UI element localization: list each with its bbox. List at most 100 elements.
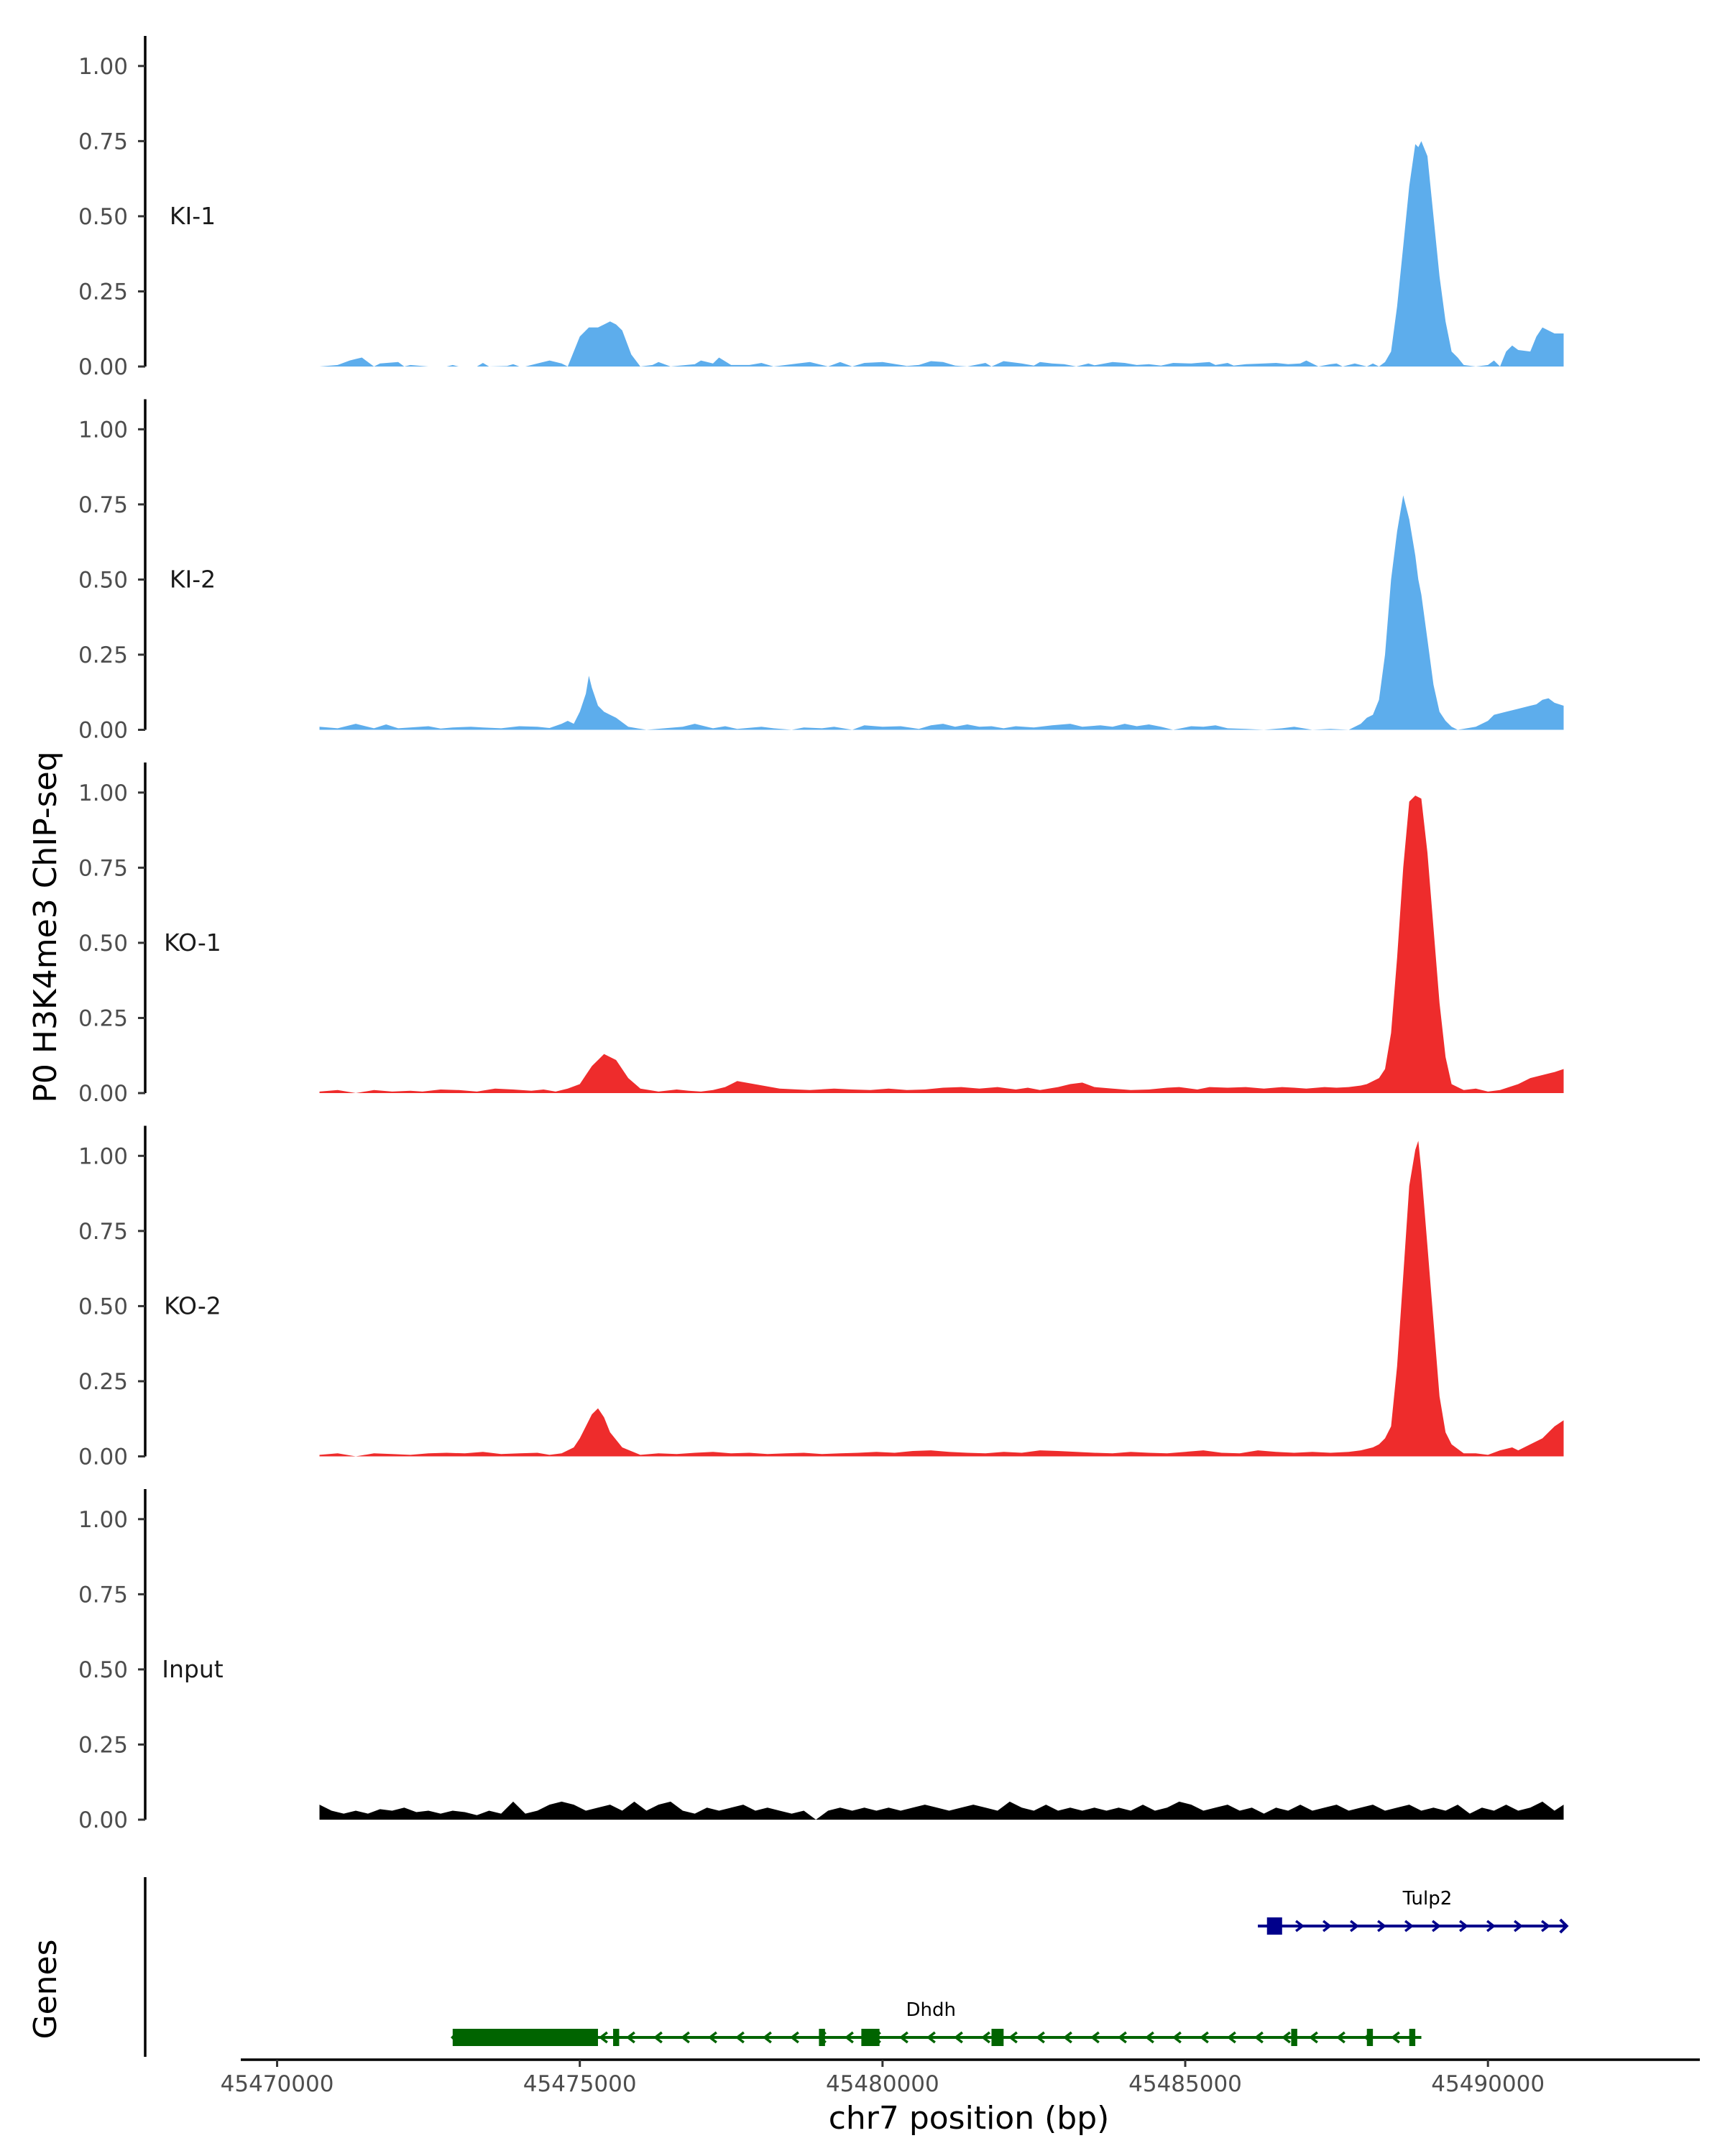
y-tick-label: 0.25 (78, 1005, 128, 1031)
strand-chevron (1172, 2031, 1182, 2044)
exon-block (1266, 1917, 1282, 1935)
y-tick-label: 1.00 (78, 1507, 128, 1533)
x-tick-label: 45485000 (1128, 2071, 1242, 2097)
y-tick-label: 0.75 (78, 855, 128, 881)
x-tick-label: 45490000 (1431, 2071, 1545, 2097)
track-ki-2: 1.00 0.75 0.50 0.25 0.00 KI-2 (78, 399, 1564, 744)
track-label: KI-2 (170, 565, 216, 593)
strand-chevron (1514, 1920, 1523, 1932)
coverage-tracks: 1.00 0.75 0.50 0.25 0.00 KI-1 1.00 0.75 0.50 0.25… (78, 36, 1564, 1833)
y-tick-label: 0.50 (78, 204, 128, 230)
gene-dhdh: Dhdh (450, 1999, 1422, 2046)
y-tick-label: 1.00 (78, 780, 128, 806)
strand-chevron (1090, 2031, 1100, 2044)
exon-block (861, 2029, 880, 2046)
strand-chevron (1335, 2031, 1346, 2044)
strand-chevron (680, 2031, 690, 2044)
y-tick-label: 0.75 (78, 129, 128, 155)
strand-chevron (789, 2031, 799, 2044)
y-tick-label: 0.50 (78, 931, 128, 957)
track-ki-1: 1.00 0.75 0.50 0.25 0.00 KI-1 (78, 36, 1564, 380)
y-tick-label: 0.00 (78, 354, 128, 380)
exon-block (1291, 2029, 1297, 2046)
genes-track-label: Genes (27, 1939, 64, 2039)
gene-end-arrow (1559, 1918, 1569, 1934)
strand-chevron (1295, 1920, 1305, 1932)
track-ko-2: 1.00 0.75 0.50 0.25 0.00 KO-2 (78, 1125, 1564, 1470)
x-tick-label: 45475000 (523, 2071, 637, 2097)
x-tick-label: 45480000 (826, 2071, 939, 2097)
track-label: Input (162, 1655, 224, 1683)
strand-chevron (926, 2031, 936, 2044)
strand-chevron (762, 2031, 772, 2044)
y-tick-label: 1.00 (78, 54, 128, 80)
y-tick-label: 1.00 (78, 417, 128, 443)
gene-tulp2: Tulp2 (1258, 1888, 1569, 1935)
coverage-area (319, 495, 1564, 730)
strand-chevron (1377, 1920, 1386, 1932)
x-axis-title: chr7 position (bp) (829, 2100, 1110, 2137)
strand-chevron (1322, 1920, 1332, 1932)
coverage-area (319, 1141, 1564, 1457)
strand-chevron (1062, 2031, 1072, 2044)
exon-block (1409, 2029, 1416, 2046)
track-label: KI-1 (170, 202, 216, 230)
y-tick-label: 0.75 (78, 1219, 128, 1245)
y-tick-label: 0.00 (78, 1081, 128, 1107)
strand-chevron (1390, 2031, 1400, 2044)
strand-chevron (1541, 1920, 1550, 1932)
strand-chevron (953, 2031, 963, 2044)
strand-chevron (1117, 2031, 1127, 2044)
strand-chevron (1281, 2031, 1291, 2044)
strand-chevron (844, 2031, 854, 2044)
gene-name-label: Dhdh (906, 1999, 956, 2021)
gene-track: Tulp2 Dhdh (144, 1877, 1569, 2057)
x-tick-label: 45470000 (221, 2071, 334, 2097)
strand-chevron (1459, 1920, 1468, 1932)
track-input: 1.00 0.75 0.50 0.25 0.00 Input (78, 1489, 1564, 1833)
strand-chevron (980, 2031, 990, 2044)
exon-block (991, 2029, 1004, 2046)
strand-chevron (1432, 1920, 1441, 1932)
strand-chevron (653, 2031, 663, 2044)
y-tick-label: 0.75 (78, 1582, 128, 1608)
y-tick-label: 0.25 (78, 1369, 128, 1395)
strand-chevron (1144, 2031, 1154, 2044)
coverage-area (319, 1801, 1564, 1820)
gene-name-label: Tulp2 (1402, 1888, 1453, 1909)
x-axis: 45470000 45475000 45480000 45485000 45490000 (221, 2058, 1700, 2097)
y-axis-title: P0 H3K4me3 ChIP-seq (27, 751, 64, 1102)
strand-chevron (735, 2031, 745, 2044)
y-tick-label: 0.00 (78, 718, 128, 744)
track-label: KO-1 (164, 929, 221, 957)
strand-chevron (1404, 1920, 1414, 1932)
y-tick-label: 0.75 (78, 492, 128, 518)
exon-block (613, 2029, 620, 2046)
exon-block (1366, 2029, 1374, 2046)
y-tick-label: 0.25 (78, 642, 128, 668)
strand-chevron (1350, 1920, 1359, 1932)
strand-chevron (1035, 2031, 1045, 2044)
y-tick-label: 0.00 (78, 1807, 128, 1833)
strand-chevron (898, 2031, 908, 2044)
y-tick-label: 0.25 (78, 1732, 128, 1758)
y-tick-label: 1.00 (78, 1143, 128, 1169)
exon-block (452, 2029, 598, 2046)
strand-chevron (1226, 2031, 1236, 2044)
coverage-area (319, 796, 1564, 1093)
track-label: KO-2 (164, 1291, 221, 1319)
strand-chevron (1486, 1920, 1496, 1932)
strand-chevron (1308, 2031, 1318, 2044)
strand-chevron (1199, 2031, 1209, 2044)
y-tick-label: 0.25 (78, 279, 128, 305)
y-tick-label: 0.50 (78, 1657, 128, 1683)
strand-chevron (707, 2031, 717, 2044)
y-tick-label: 0.50 (78, 567, 128, 593)
exon-block (819, 2029, 825, 2046)
coverage-area (319, 141, 1564, 367)
strand-chevron (625, 2031, 635, 2044)
strand-chevron (1008, 2031, 1018, 2044)
strand-chevron (598, 2031, 608, 2044)
y-tick-label: 0.00 (78, 1445, 128, 1470)
